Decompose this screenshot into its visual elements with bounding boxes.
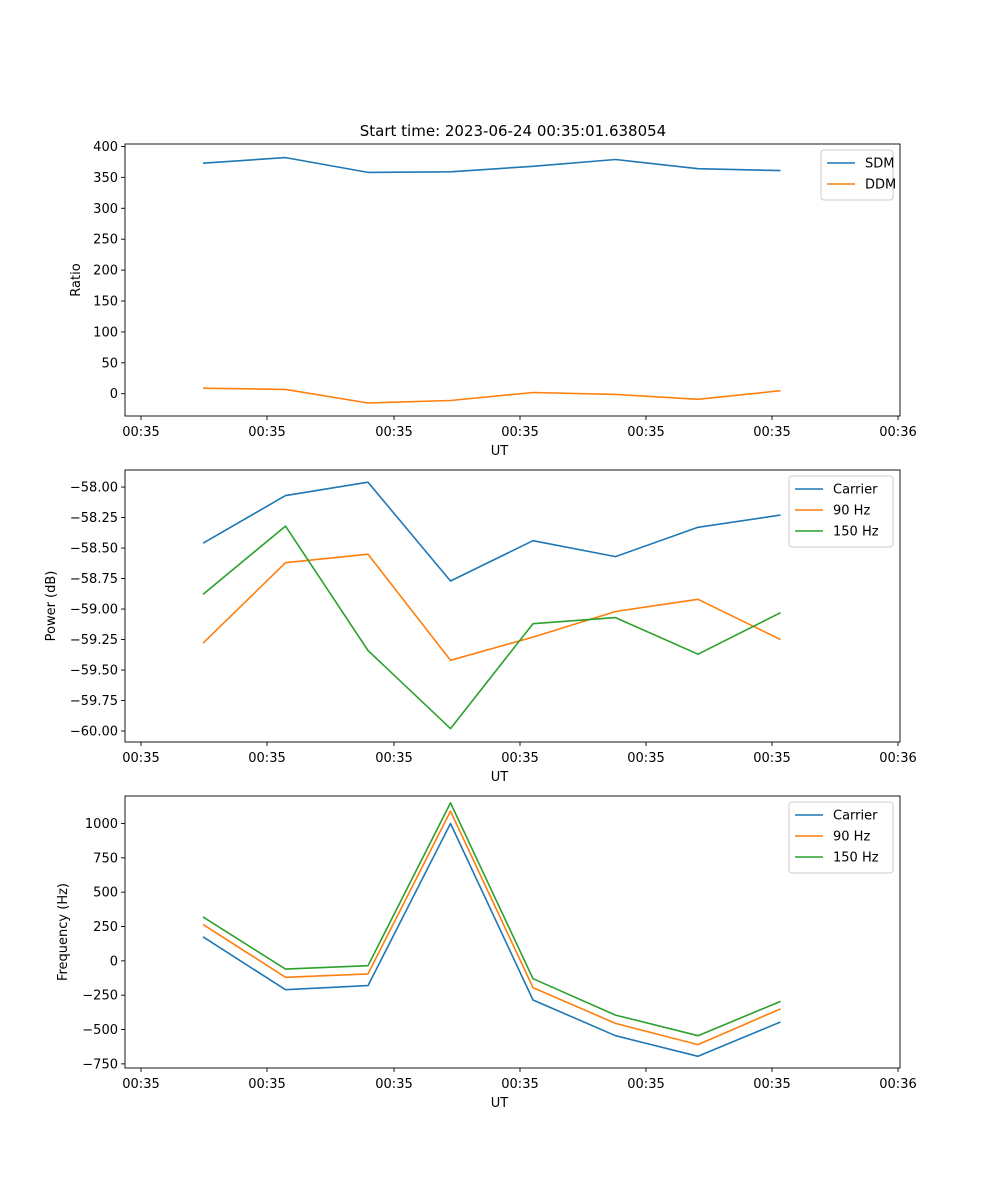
y-tick-label: 750	[93, 851, 118, 866]
legend-label: 150 Hz	[833, 851, 879, 866]
y-tick-label: 1000	[85, 817, 118, 832]
legend-label: 90 Hz	[833, 830, 870, 845]
y-tick-label: −58.75	[70, 572, 118, 587]
x-tick-label: 00:35	[122, 1077, 159, 1092]
y-axis-label: Frequency (Hz)	[56, 883, 71, 981]
legend-label: 90 Hz	[833, 504, 870, 519]
x-tick-label: 00:35	[122, 751, 159, 766]
legend-box	[788, 475, 894, 548]
y-tick-label: 100	[93, 325, 118, 340]
y-tick-label: −500	[82, 1023, 118, 1038]
legend-label: 150 Hz	[833, 525, 879, 540]
x-tick-label: 00:35	[753, 1077, 790, 1092]
x-tick-label: 00:35	[375, 1077, 412, 1092]
legend-box	[788, 801, 894, 874]
y-tick-label: 0	[110, 387, 118, 402]
x-tick-label: 00:35	[122, 425, 159, 440]
y-tick-label: 350	[93, 171, 118, 186]
y-tick-label: 200	[93, 264, 118, 279]
x-tick-label: 00:35	[375, 425, 412, 440]
x-tick-label: 00:36	[879, 751, 916, 766]
y-tick-label: 250	[93, 920, 118, 935]
x-tick-label: 00:35	[375, 751, 412, 766]
x-tick-label: 00:35	[248, 425, 285, 440]
series-line-90-hz	[202, 553, 781, 662]
chart-panel-3: −750 −500 −250 0 250 500 750 1000 00:35 00:35 00:3…	[56, 795, 917, 1111]
axes-frame	[124, 143, 901, 417]
figure-title: Start time: 2023-06-24 00:35:01.638054	[360, 122, 666, 140]
panels: 0 50 100 150 200 250 300 350 400 00:35 00:35 00:35 0…	[44, 140, 917, 1111]
y-tick-label: −250	[82, 989, 118, 1004]
legend-label: Carrier	[833, 809, 878, 824]
legend: Carrier 90 Hz 150 Hz	[788, 475, 894, 548]
y-tick-label: −58.00	[70, 481, 118, 496]
y-tick-label: −59.25	[70, 633, 118, 648]
x-axis-label: UT	[491, 444, 509, 459]
x-tick-label: 00:35	[627, 425, 664, 440]
y-tick-label: −60.00	[70, 725, 118, 740]
legend-label: Carrier	[833, 483, 878, 498]
y-tick-label: 250	[93, 233, 118, 248]
chart-panel-1: 0 50 100 150 200 250 300 350 400 00:35 00:35 00:35 0…	[69, 140, 917, 459]
y-tick-label: 0	[110, 954, 118, 969]
y-axis-label: Ratio	[69, 263, 84, 296]
y-tick-label: −58.25	[70, 511, 118, 526]
x-tick-label: 00:35	[627, 1077, 664, 1092]
legend-label: DDM	[865, 178, 896, 193]
y-tick-label: 150	[93, 295, 118, 310]
series-line-150-hz	[202, 525, 781, 730]
legend: Carrier 90 Hz 150 Hz	[788, 801, 894, 874]
chart-panel-2: −60.00 −59.75 −59.50 −59.25 −59.00 −58.75 −58.…	[44, 469, 917, 785]
y-tick-label: −750	[82, 1057, 118, 1072]
x-axis-label: UT	[491, 1096, 509, 1111]
x-tick-label: 00:35	[627, 751, 664, 766]
axes-frame	[124, 795, 901, 1069]
x-tick-label: 00:35	[753, 425, 790, 440]
y-tick-label: 50	[101, 356, 118, 371]
series-line-carrier	[202, 481, 781, 582]
x-tick-label: 00:35	[248, 1077, 285, 1092]
x-tick-label: 00:35	[501, 1077, 538, 1092]
x-tick-label: 00:36	[879, 425, 916, 440]
y-tick-label: −59.00	[70, 603, 118, 618]
legend: SDM DDM	[820, 149, 896, 201]
y-tick-label: 400	[93, 140, 118, 155]
y-tick-label: 300	[93, 202, 118, 217]
series-line-ddm	[202, 387, 781, 404]
x-tick-label: 00:35	[753, 751, 790, 766]
axes-frame	[124, 469, 901, 743]
series-line-carrier	[202, 822, 781, 1058]
series-line-150-hz	[202, 802, 781, 1037]
y-tick-label: −59.50	[70, 664, 118, 679]
x-axis-label: UT	[491, 770, 509, 785]
x-tick-label: 00:36	[879, 1077, 916, 1092]
legend-label: SDM	[865, 157, 894, 172]
y-tick-label: −58.50	[70, 542, 118, 557]
x-tick-label: 00:35	[248, 751, 285, 766]
x-tick-label: 00:35	[501, 425, 538, 440]
series-line-sdm	[202, 156, 781, 174]
y-tick-label: −59.75	[70, 694, 118, 709]
series-line-90-hz	[202, 810, 781, 1046]
y-axis-label: Power (dB)	[44, 571, 59, 642]
y-tick-label: 500	[93, 886, 118, 901]
x-tick-label: 00:35	[501, 751, 538, 766]
